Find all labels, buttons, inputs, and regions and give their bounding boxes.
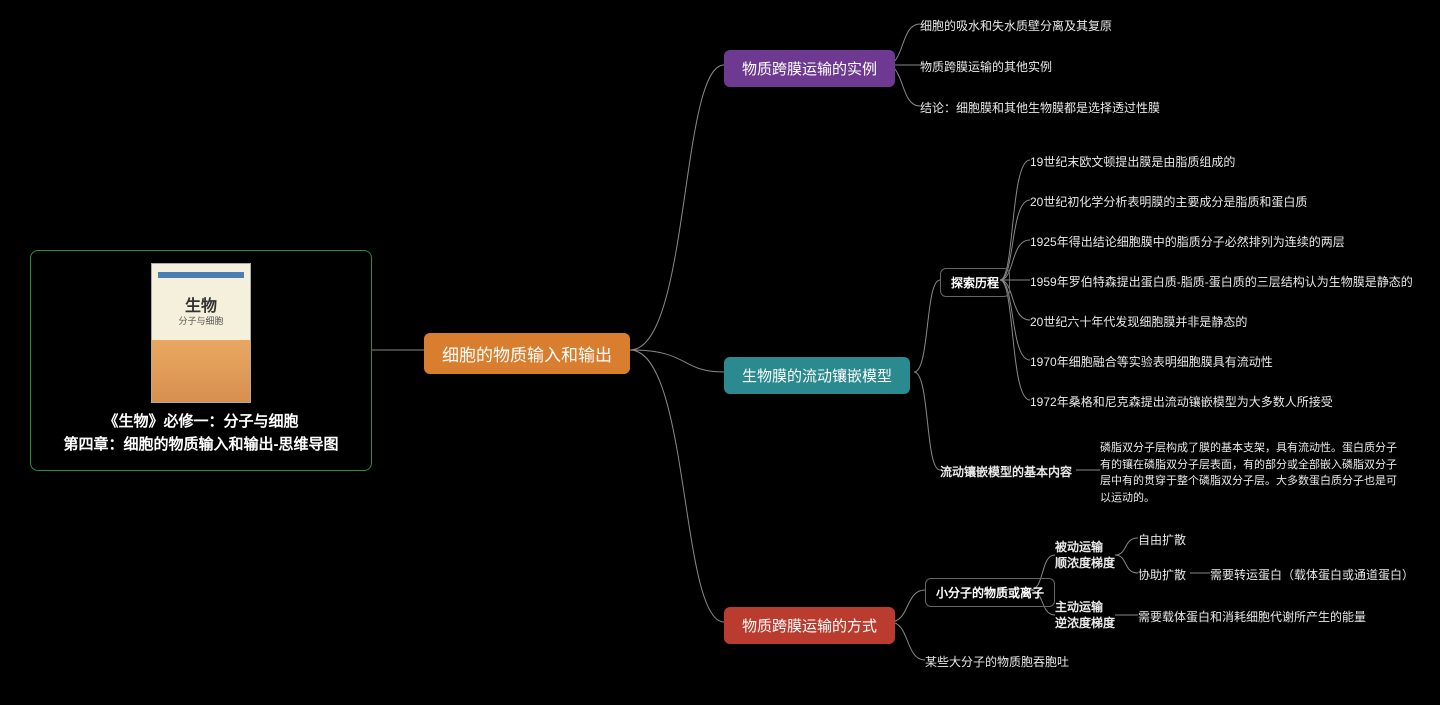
active-note: 需要载体蛋白和消耗细胞代谢所产生的能量 — [1138, 608, 1366, 626]
branch3-sub1-node[interactable]: 小分子的物质或离子 — [925, 578, 1055, 607]
branch3-node[interactable]: 物质跨膜运输的方式 — [724, 607, 895, 644]
cover-title: 生物 — [152, 292, 250, 316]
branch2-sub1-label: 探索历程 — [951, 276, 999, 290]
branch1-item-2: 结论：细胞膜和其他生物膜都是选择透过性膜 — [920, 99, 1160, 117]
b2s1-item-5: 1970年细胞融合等实验表明细胞膜具有流动性 — [1030, 353, 1273, 371]
b2s1-item-4: 20世纪六十年代发现细胞膜并非是静态的 — [1030, 313, 1247, 331]
textbook-cover: 生物 分子与细胞 — [151, 263, 251, 403]
passive-item-b: 协助扩散 — [1138, 566, 1186, 584]
branch1-item-0: 细胞的吸水和失水质壁分离及其复原 — [920, 17, 1112, 35]
root-caption-line1: 《生物》必修一：分子与细胞 — [51, 411, 351, 434]
cover-subtitle: 分子与细胞 — [152, 314, 250, 327]
b2s1-item-6: 1972年桑格和尼克森提出流动镶嵌模型为大多数人所接受 — [1030, 393, 1333, 411]
center-node[interactable]: 细胞的物质输入和输出 — [424, 333, 630, 374]
active-label1: 主动运输 — [1055, 600, 1115, 616]
root-caption-line2: 第四章：细胞的物质输入和输出-思维导图 — [51, 434, 351, 457]
branch3-sub2-label: 某些大分子的物质胞吞胞吐 — [925, 653, 1069, 671]
center-label: 细胞的物质输入和输出 — [442, 346, 612, 365]
branch2-sub2-desc: 磷脂双分子层构成了膜的基本支架，具有流动性。蛋白质分子有的镶在磷脂双分子层表面，… — [1100, 440, 1400, 506]
branch1-item-1: 物质跨膜运输的其他实例 — [920, 58, 1052, 76]
b2s1-item-2: 1925年得出结论细胞膜中的脂质分子必然排列为连续的两层 — [1030, 233, 1345, 251]
passive-label1: 被动运输 — [1055, 540, 1115, 556]
b2s1-item-3: 1959年罗伯特森提出蛋白质-脂质-蛋白质的三层结构认为生物膜是静态的 — [1030, 273, 1413, 291]
branch3-sub1-label: 小分子的物质或离子 — [936, 586, 1044, 600]
active-label2: 逆浓度梯度 — [1055, 616, 1115, 632]
branch2-sub1-node[interactable]: 探索历程 — [940, 268, 1010, 297]
branch1-label: 物质跨膜运输的实例 — [742, 61, 877, 78]
branch1-node[interactable]: 物质跨膜运输的实例 — [724, 50, 895, 87]
b2s1-item-0: 19世纪末欧文顿提出膜是由脂质组成的 — [1030, 153, 1235, 171]
b2s1-item-1: 20世纪初化学分析表明膜的主要成分是脂质和蛋白质 — [1030, 193, 1307, 211]
branch2-node[interactable]: 生物膜的流动镶嵌模型 — [724, 357, 910, 394]
root-box: 生物 分子与细胞 《生物》必修一：分子与细胞 第四章：细胞的物质输入和输出-思维… — [30, 250, 372, 471]
branch2-label: 生物膜的流动镶嵌模型 — [742, 368, 892, 385]
branch3-label: 物质跨膜运输的方式 — [742, 618, 877, 635]
passive-item-a: 自由扩散 — [1138, 531, 1186, 549]
passive-node: 被动运输 顺浓度梯度 — [1055, 540, 1115, 571]
passive-label2: 顺浓度梯度 — [1055, 556, 1115, 572]
active-node: 主动运输 逆浓度梯度 — [1055, 600, 1115, 631]
passive-item-b-note: 需要转运蛋白（载体蛋白或通道蛋白） — [1210, 566, 1414, 584]
branch2-sub2-label: 流动镶嵌模型的基本内容 — [940, 463, 1072, 481]
